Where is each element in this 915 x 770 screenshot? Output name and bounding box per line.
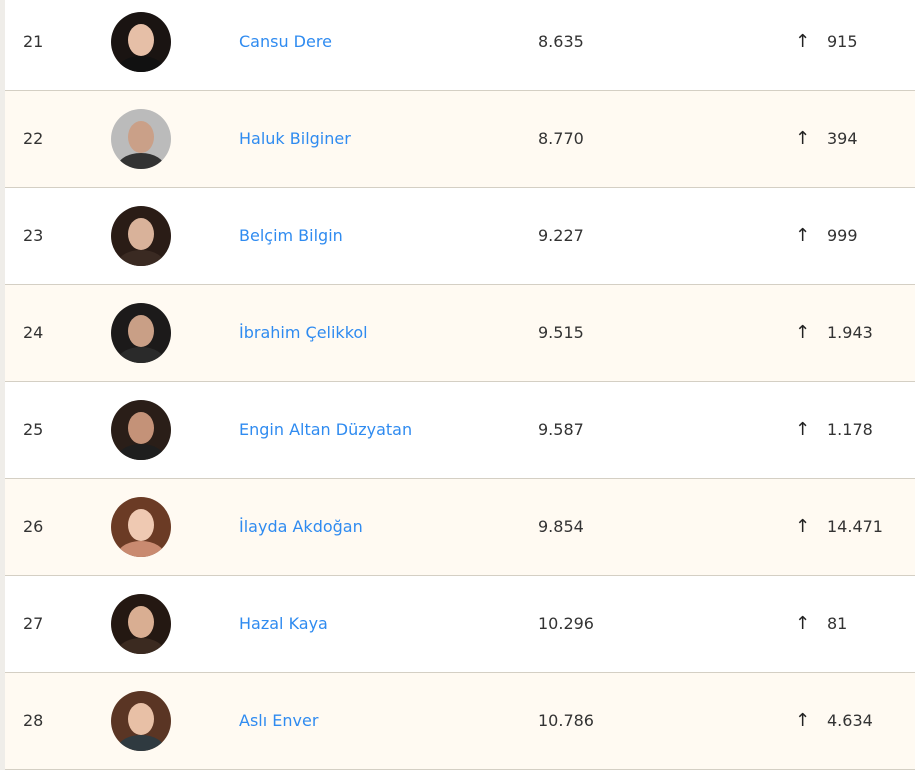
score: 9.587: [538, 420, 584, 439]
rank: 22: [23, 129, 44, 148]
avatar[interactable]: [111, 594, 171, 654]
score: 10.786: [538, 711, 594, 730]
avatar-face: [128, 412, 154, 444]
avatar-body: [117, 444, 165, 460]
arrow-up-icon: ↑: [795, 225, 811, 246]
avatar-face: [128, 121, 154, 153]
table-row: 23 Belçim Bilgin 9.227 ↑ 999: [5, 188, 915, 285]
score: 9.227: [538, 226, 584, 245]
avatar[interactable]: [111, 303, 171, 363]
table-row: 26 İlayda Akdoğan 9.854 ↑ 14.471: [5, 479, 915, 576]
rank: 21: [23, 32, 44, 51]
arrow-up-icon: ↑: [795, 128, 811, 149]
avatar-body: [117, 153, 165, 169]
score: 8.635: [538, 32, 584, 51]
rank-change: 915: [827, 32, 858, 51]
person-name-link[interactable]: İlayda Akdoğan: [239, 517, 363, 536]
table-row: 21 Cansu Dere 8.635 ↑ 915: [5, 0, 915, 91]
avatar[interactable]: [111, 206, 171, 266]
avatar[interactable]: [111, 497, 171, 557]
arrow-up-icon: ↑: [795, 322, 811, 343]
avatar-face: [128, 509, 154, 541]
score: 9.515: [538, 323, 584, 342]
score: 8.770: [538, 129, 584, 148]
person-name-link[interactable]: Aslı Enver: [239, 711, 319, 730]
avatar[interactable]: [111, 109, 171, 169]
avatar-body: [117, 250, 165, 266]
avatar[interactable]: [111, 12, 171, 72]
avatar-body: [117, 347, 165, 363]
arrow-up-icon: ↑: [795, 710, 811, 731]
avatar-body: [117, 735, 165, 751]
rank-change: 1.943: [827, 323, 873, 342]
rank: 23: [23, 226, 44, 245]
rank-change: 4.634: [827, 711, 873, 730]
rank: 24: [23, 323, 44, 342]
score: 10.296: [538, 614, 594, 633]
rank-change: 81: [827, 614, 848, 633]
rank: 25: [23, 420, 44, 439]
person-name-link[interactable]: Haluk Bilginer: [239, 129, 351, 148]
avatar-face: [128, 218, 154, 250]
rank-change: 999: [827, 226, 858, 245]
table-row: 24 İbrahim Çelikkol 9.515 ↑ 1.943: [5, 285, 915, 382]
arrow-up-icon: ↑: [795, 31, 811, 52]
avatar-body: [117, 56, 165, 72]
arrow-up-icon: ↑: [795, 613, 811, 634]
person-name-link[interactable]: İbrahim Çelikkol: [239, 323, 368, 342]
table-row: 27 Hazal Kaya 10.296 ↑ 81: [5, 576, 915, 673]
score: 9.854: [538, 517, 584, 536]
rank-change: 394: [827, 129, 858, 148]
table-row: 22 Haluk Bilginer 8.770 ↑ 394: [5, 91, 915, 188]
rank: 26: [23, 517, 44, 536]
rank-change: 1.178: [827, 420, 873, 439]
avatar-face: [128, 703, 154, 735]
avatar[interactable]: [111, 400, 171, 460]
table-row: 25 Engin Altan Düzyatan 9.587 ↑ 1.178: [5, 382, 915, 479]
arrow-up-icon: ↑: [795, 516, 811, 537]
rank: 27: [23, 614, 44, 633]
person-name-link[interactable]: Belçim Bilgin: [239, 226, 343, 245]
person-name-link[interactable]: Hazal Kaya: [239, 614, 328, 633]
person-name-link[interactable]: Cansu Dere: [239, 32, 332, 51]
arrow-up-icon: ↑: [795, 419, 811, 440]
table-row: 28 Aslı Enver 10.786 ↑ 4.634: [5, 673, 915, 770]
rank-change: 14.471: [827, 517, 883, 536]
avatar-face: [128, 606, 154, 638]
avatar[interactable]: [111, 691, 171, 751]
avatar-face: [128, 315, 154, 347]
avatar-body: [117, 638, 165, 654]
person-name-link[interactable]: Engin Altan Düzyatan: [239, 420, 413, 439]
avatar-face: [128, 24, 154, 56]
rank: 28: [23, 711, 44, 730]
avatar-body: [117, 541, 165, 557]
